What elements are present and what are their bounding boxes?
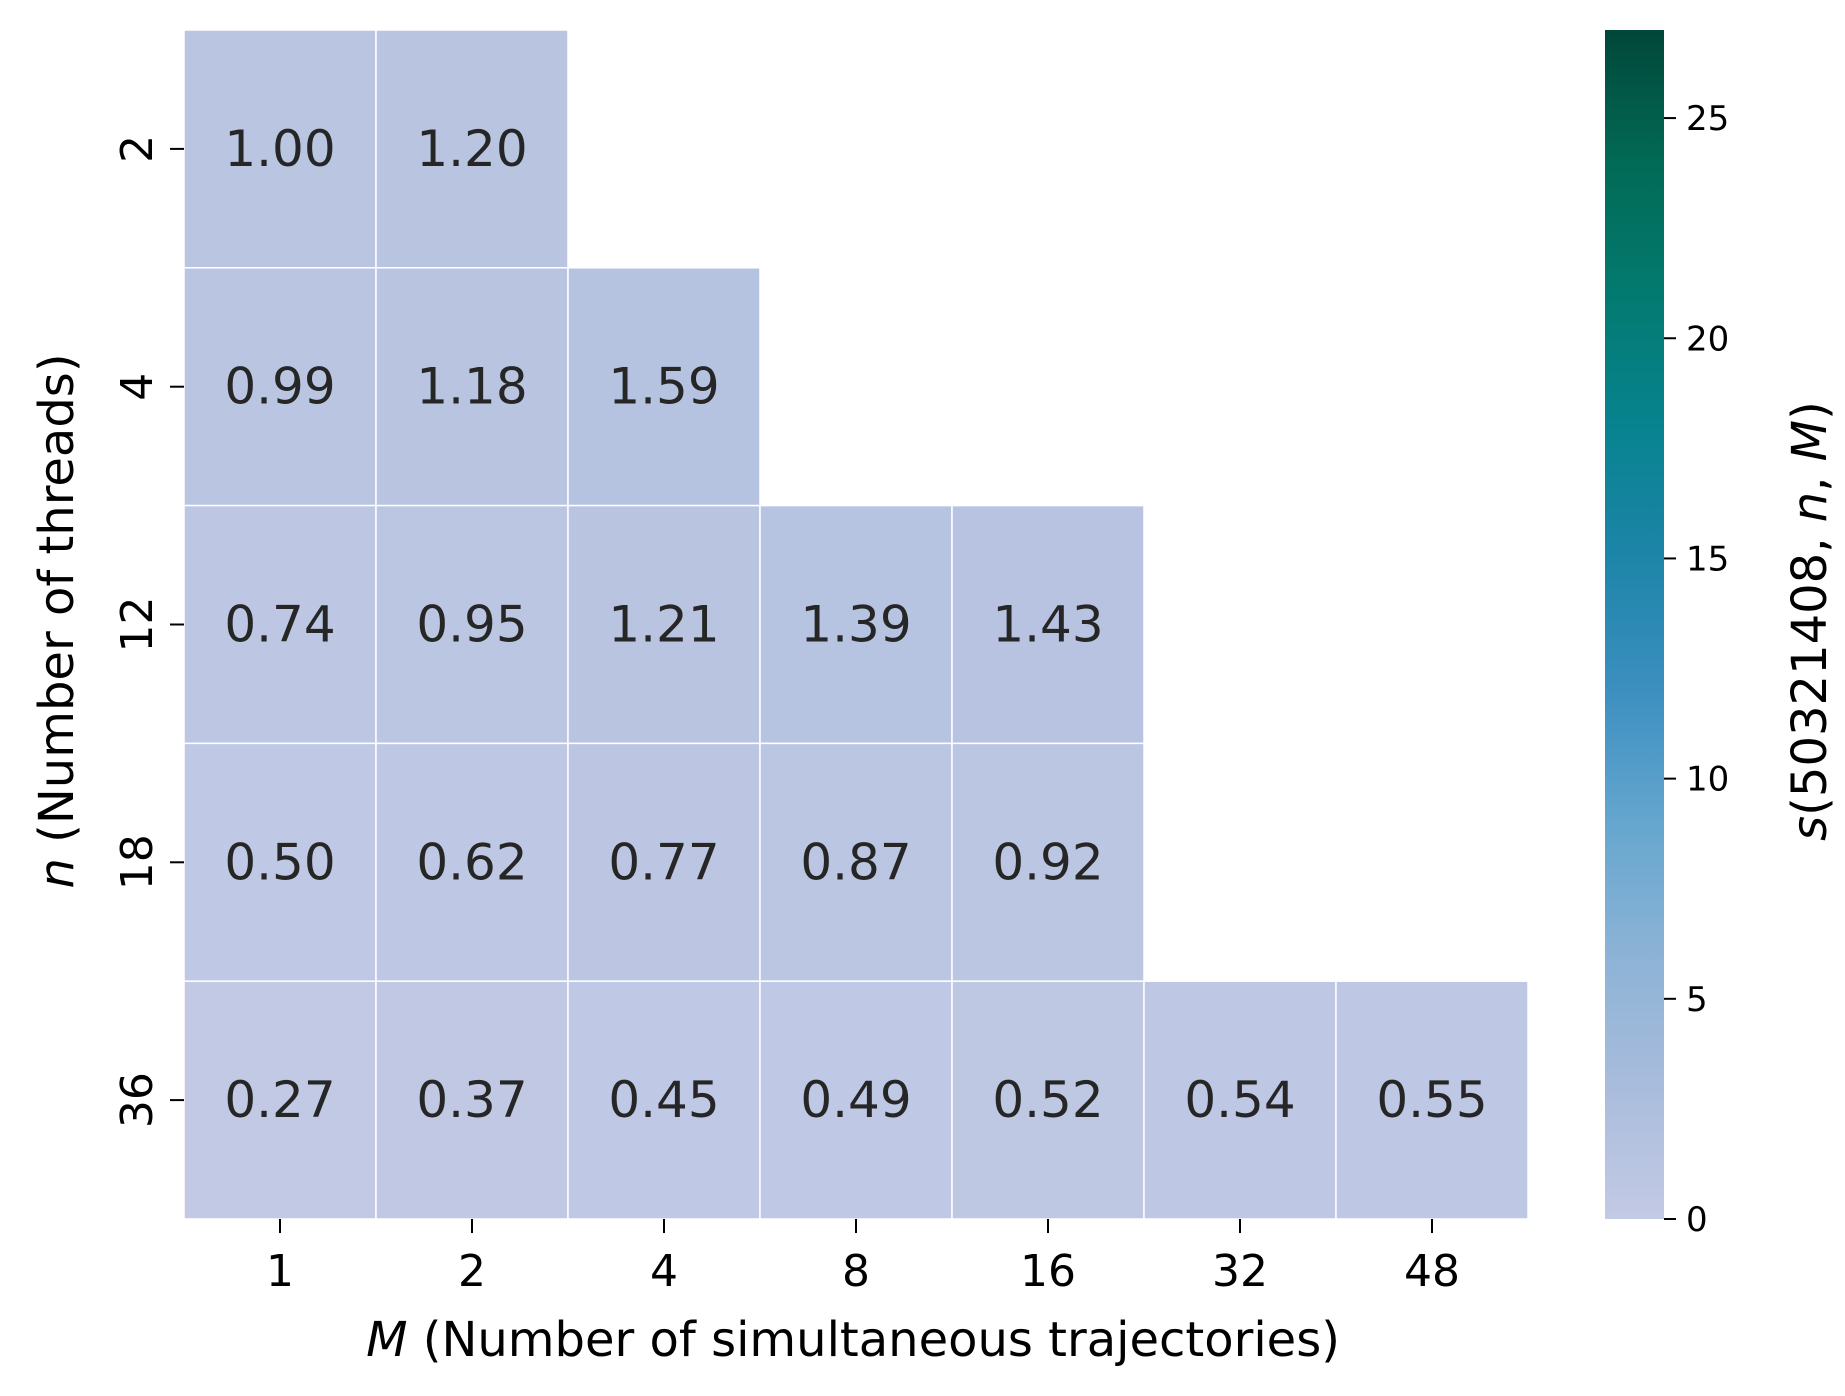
x-tick-label: 2 <box>458 1246 486 1297</box>
cell-value-label: 0.95 <box>416 596 527 654</box>
colorbar-tick-label: 20 <box>1686 319 1729 359</box>
colorbar-tick-label: 5 <box>1686 980 1708 1020</box>
colorbar-fn: s <box>1782 816 1838 841</box>
y-tick-label: 36 <box>112 1072 163 1128</box>
colorbar <box>1605 30 1664 1219</box>
heatmap-cell <box>375 980 569 1220</box>
cell-value-label: 0.74 <box>224 596 335 654</box>
cell-value-label: 0.99 <box>224 358 335 416</box>
heatmap-cell <box>183 29 377 269</box>
heatmap-cell <box>567 742 761 982</box>
heatmap-cell <box>1335 980 1529 1220</box>
cell-value-label: 1.18 <box>416 358 527 416</box>
x-axis-title: M (Number of simultaneous trajectories) <box>366 1312 1340 1368</box>
x-tick-label: 32 <box>1212 1246 1268 1297</box>
colorbar-tick-label: 25 <box>1686 99 1729 139</box>
heatmap-cell <box>759 742 953 982</box>
y-tick-label: 12 <box>112 597 163 653</box>
x-tick-label: 8 <box>842 1246 870 1297</box>
colorbar-var-n: n <box>1782 492 1838 522</box>
x-tick-label: 48 <box>1404 1246 1460 1297</box>
colorbar-tick-label: 15 <box>1686 539 1729 579</box>
cell-value-label: 0.45 <box>608 1071 719 1129</box>
heatmap-cell <box>375 742 569 982</box>
heatmap-cell <box>951 980 1145 1220</box>
heatmap-cell <box>375 29 569 269</box>
cell-value-label: 1.59 <box>608 358 719 416</box>
x-axis-text: (Number of simultaneous trajectories) <box>407 1312 1339 1368</box>
cell-value-label: 1.21 <box>608 596 719 654</box>
x-tick-label: 4 <box>650 1246 678 1297</box>
x-tick-label: 1 <box>266 1246 294 1297</box>
colorbar-sep: , <box>1782 461 1838 492</box>
cell-value-label: 1.00 <box>224 120 335 178</box>
cell-value-label: 0.50 <box>224 833 335 891</box>
y-axis-title: n (Number of threads) <box>29 353 85 888</box>
cell-value-label: 0.92 <box>992 833 1103 891</box>
y-axis-text: (Number of threads) <box>29 353 85 858</box>
colorbar-ticks: 0 5 10 15 20 25 <box>1664 99 1729 1240</box>
colorbar-args: (50321408, <box>1782 522 1838 816</box>
heatmap-cell <box>375 267 569 507</box>
cell-value-label: 0.87 <box>800 833 911 891</box>
x-axis-var: M <box>366 1312 407 1368</box>
cell-value-label: 0.77 <box>608 833 719 891</box>
cell-value-label: 0.62 <box>416 833 527 891</box>
y-tick-label: 2 <box>112 135 163 163</box>
colorbar-title: s(50321408, n, M) <box>1782 401 1838 841</box>
cell-value-label: 1.43 <box>992 596 1103 654</box>
heatmap-cell <box>951 742 1145 982</box>
heatmap-cell <box>759 980 953 1220</box>
cell-value-label: 1.20 <box>416 120 527 178</box>
y-tick-label: 18 <box>112 834 163 890</box>
heatmap-cell <box>183 504 377 745</box>
heatmap-cell <box>951 504 1145 745</box>
heatmap-cells: 1.00 1.20 0.99 1.18 1.59 0.74 0.95 1.21 1.39 1.43… <box>183 29 1529 1220</box>
colorbar-tick-label: 10 <box>1686 760 1729 800</box>
cell-value-label: 0.37 <box>416 1071 527 1129</box>
y-axis-var: n <box>29 858 85 888</box>
heatmap-cell <box>1143 980 1337 1220</box>
x-axis-ticks: 1 2 4 8 16 32 48 <box>266 1219 1460 1297</box>
y-tick-label: 4 <box>112 373 163 401</box>
cell-value-label: 0.27 <box>224 1071 335 1129</box>
cell-value-label: 0.55 <box>1376 1071 1487 1129</box>
colorbar-var-m: M <box>1782 420 1838 461</box>
cell-value-label: 0.54 <box>1184 1071 1295 1129</box>
heatmap-cell <box>183 267 377 507</box>
cell-value-label: 1.39 <box>800 596 911 654</box>
heatmap-cell <box>567 504 761 745</box>
y-axis-ticks: 2 4 12 18 36 <box>112 135 184 1128</box>
x-tick-label: 16 <box>1020 1246 1076 1297</box>
heatmap-cell <box>567 980 761 1220</box>
colorbar-tick-label: 0 <box>1686 1200 1708 1240</box>
cell-value-label: 0.52 <box>992 1071 1103 1129</box>
colorbar-close: ) <box>1782 401 1838 420</box>
cell-value-label: 0.49 <box>800 1071 911 1129</box>
heatmap-cell <box>567 267 761 507</box>
